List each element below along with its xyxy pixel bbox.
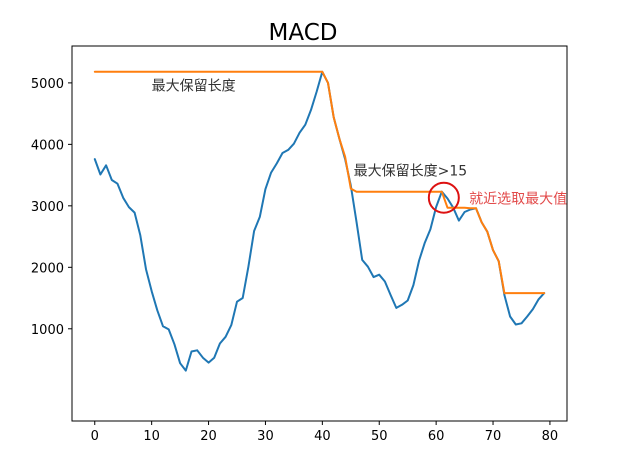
series-lines (93, 70, 546, 372)
annotation-1: 最大保留长度 (152, 78, 236, 94)
x-tick-label: 0 (91, 429, 99, 444)
series-line-2 (93, 70, 546, 295)
x-tick-label: 50 (371, 429, 388, 444)
y-tick-label: 2000 (31, 261, 64, 276)
chart-title: MACD (269, 20, 338, 46)
x-tick-label: 10 (143, 429, 160, 444)
annotation-2: 最大保留长度>15 (354, 164, 468, 180)
axes-frame (71, 45, 568, 422)
x-tick-label: 70 (485, 429, 502, 444)
y-tick-label: 4000 (31, 138, 64, 153)
y-tick-label: 5000 (31, 77, 64, 92)
x-axis: 0 10 20 30 40 50 60 70 80 (91, 421, 559, 444)
x-tick-label: 80 (542, 429, 559, 444)
x-tick-label: 40 (314, 429, 331, 444)
series-line-1 (93, 70, 546, 372)
x-tick-label: 60 (428, 429, 445, 444)
x-tick-label: 20 (200, 429, 217, 444)
y-axis: 1000 2000 3000 4000 5000 (31, 77, 72, 338)
annotation-3: 就近选取最大值 (469, 191, 567, 207)
x-tick-label: 30 (257, 429, 274, 444)
highlight-circle (427, 181, 460, 214)
y-tick-label: 1000 (31, 323, 64, 338)
y-tick-label: 3000 (31, 200, 64, 215)
